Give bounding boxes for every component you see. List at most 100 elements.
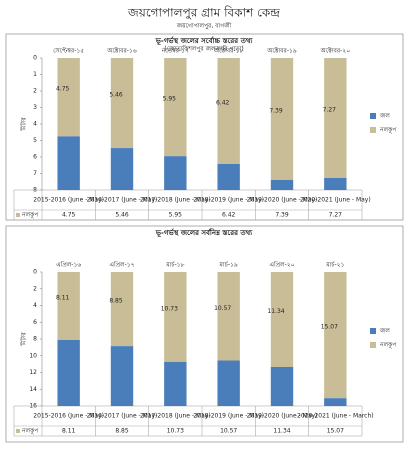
bar-segment <box>217 163 240 190</box>
value-label: 8.11 <box>56 294 70 301</box>
legend-swatch <box>370 342 376 348</box>
y-tick-label: 4 <box>33 302 37 309</box>
table-value: 6.42 <box>222 212 236 219</box>
y-tick-label: 8 <box>33 336 37 343</box>
top-label: সেপ্টেম্বর-১৫ <box>53 47 84 55</box>
table-value: 10.57 <box>220 428 237 435</box>
bar-segment <box>57 58 80 137</box>
legend-label: জল <box>379 113 390 120</box>
value-label: 15.07 <box>321 324 338 331</box>
chart-frame <box>5 225 404 443</box>
table-value: 15.07 <box>327 428 344 435</box>
bar-segment <box>110 272 134 347</box>
legend-label: নলকূপ <box>379 127 397 134</box>
bar-segment <box>270 272 294 367</box>
x-tick-label: 2017-2018 (June - May) <box>140 197 211 204</box>
bar-segment <box>57 339 80 406</box>
y-tick-label: 2 <box>33 285 37 292</box>
chart-subtitle: (জোতাকিশলপুর জলজারি পাড়া) <box>164 46 243 53</box>
bar-segment <box>110 346 134 406</box>
chart-title: ভূ-গর্ভস্থ জলের সর্বনিম্ন স্তরের তথ্য <box>155 228 253 238</box>
value-label: 5.46 <box>109 92 123 99</box>
x-tick-label: 2018-2019 (June - May) <box>193 197 264 204</box>
x-tick-label: 2015-2016 (June - May) <box>33 413 104 420</box>
bar-segment <box>270 179 294 190</box>
top-label: মার্চ-১৯ <box>219 262 238 269</box>
x-tick-label: 2017-2018 (June - May) <box>140 413 211 420</box>
bar-segment <box>270 58 294 180</box>
y-tick-label: 12 <box>29 369 37 376</box>
y-tick-label: 3 <box>33 104 37 111</box>
bar-segment <box>164 272 187 362</box>
bar-segment <box>217 58 240 164</box>
top-label: অক্টোবর-১৬ <box>106 48 137 55</box>
value-label: 8.85 <box>109 298 123 305</box>
y-tick-label: 4 <box>33 121 37 128</box>
x-tick-label: 2019-2020 (June - May) <box>247 197 318 204</box>
table-frame <box>13 405 363 437</box>
value-label: 4.75 <box>56 86 70 93</box>
legend-swatch <box>370 127 376 133</box>
top-label: মার্চ-২১ <box>325 262 344 269</box>
legend-label: জল <box>379 328 390 335</box>
bar-segment <box>164 156 187 190</box>
page-subtitle: জয়গোপালপুর, বাগজী <box>176 22 232 30</box>
value-label: 7.39 <box>269 107 283 114</box>
bar-segment <box>270 366 294 406</box>
top-label: এপ্রিল-১৬ <box>56 262 81 269</box>
bar-segment <box>324 272 347 399</box>
top-label: অক্টোবর-১৯ <box>266 48 297 55</box>
x-tick-label: 2019-2020 (June - May) <box>247 413 318 420</box>
y-tick-label: 5 <box>33 137 37 144</box>
bar-segment <box>324 177 347 190</box>
value-label: 11.34 <box>267 308 284 315</box>
table-row-label: নলকূপ <box>21 428 39 435</box>
page-title: জয়গোপালপুর গ্রাম বিকাশ কেন্দ্র <box>127 6 280 21</box>
y-tick-label: 2 <box>33 88 37 95</box>
bar-segment <box>57 136 80 190</box>
table-row-label: নলকূপ <box>21 212 39 219</box>
y-tick-label: 0 <box>33 55 37 62</box>
x-tick-label: 2020-2021 (June - May) <box>300 197 371 204</box>
table-value: 8.85 <box>115 428 129 435</box>
x-tick-label: 2020-2021 (June - March) <box>297 413 374 420</box>
value-label: 10.57 <box>214 305 231 312</box>
table-frame <box>13 189 363 221</box>
y-tick-label: 6 <box>33 154 37 161</box>
y-tick-label: 14 <box>29 386 37 393</box>
chart-title: ভূ-গর্ভস্থ জলের সর্বোচ্চ স্তরের তথ্য <box>155 36 254 46</box>
x-tick-label: 2015-2016 (June - May) <box>33 197 104 204</box>
top-label: অক্টোবর-২০ <box>320 48 351 55</box>
y-tick-label: 7 <box>33 170 37 177</box>
legend-swatch <box>370 113 376 119</box>
bar-segment <box>164 361 187 406</box>
bar-segment <box>324 398 347 406</box>
top-label: এপ্রিল-২০ <box>269 262 294 269</box>
bar-segment <box>110 58 134 149</box>
y-tick-label: 6 <box>33 319 37 326</box>
table-legend-key <box>16 213 20 217</box>
table-value: 5.95 <box>169 212 183 219</box>
table-value: 4.75 <box>62 212 76 219</box>
bar-segment <box>217 360 240 406</box>
table-legend-key <box>16 429 20 433</box>
bar-segment <box>110 148 134 190</box>
value-label: 7.27 <box>323 106 337 113</box>
bar-segment <box>164 58 187 157</box>
value-label: 10.73 <box>161 305 178 312</box>
table-value: 5.46 <box>115 212 129 219</box>
x-tick-label: 2016-2017 (June - May) <box>87 197 158 204</box>
x-tick-label: 2016-2017 (June - May) <box>87 413 158 420</box>
bar-segment <box>57 272 80 340</box>
table-value: 11.34 <box>273 428 290 435</box>
y-axis-label: মিটার <box>20 117 28 132</box>
legend-label: নলকূপ <box>379 342 397 349</box>
x-tick-label: 2018-2019 (June - May) <box>193 413 264 420</box>
table-value: 8.11 <box>62 428 76 435</box>
y-tick-label: 10 <box>29 352 37 359</box>
y-axis-label: মিটার <box>20 332 28 347</box>
y-tick-label: 0 <box>33 269 37 276</box>
top-label: মার্চ-১৮ <box>165 262 184 269</box>
table-value: 10.73 <box>167 428 184 435</box>
